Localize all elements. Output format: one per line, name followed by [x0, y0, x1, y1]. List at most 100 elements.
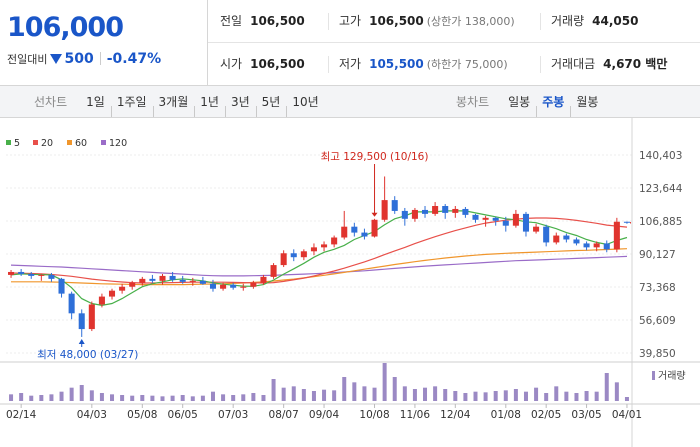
divider — [99, 52, 101, 65]
quote-label: 거래량 — [551, 14, 585, 28]
volume-bars: 거래량 — [9, 363, 686, 401]
candle — [371, 218, 378, 238]
low-annotation: 최저 48,000 (03/27) — [37, 349, 138, 361]
candle-body — [260, 276, 267, 283]
legend-item: 120 — [101, 138, 127, 149]
tab-10y[interactable]: 10년 — [286, 95, 324, 109]
candle — [543, 224, 550, 247]
candle-body — [321, 244, 328, 248]
line-chart-title: 선차트 — [34, 95, 68, 109]
change-label: 전일대비 — [7, 53, 48, 66]
candle-body — [129, 282, 136, 287]
quote-panel: 106,000 전일대비 500 -0.47% 전일 106,500 고가 106,50… — [0, 0, 700, 86]
stock-chart[interactable]: 거래량 140,403 123,644 106,885 90,127 73,368 56,… — [0, 118, 700, 447]
candle-body — [492, 217, 499, 221]
legend-item: 20 — [33, 138, 53, 149]
quote-sub: (상한가 138,000) — [426, 15, 515, 28]
volume-bar — [241, 394, 246, 401]
y-tick-label: 73,368 — [639, 282, 676, 294]
candle — [300, 249, 307, 261]
volume-bar — [624, 397, 629, 401]
candle — [432, 202, 439, 216]
volume-bar — [110, 394, 115, 401]
x-axis: 02/14 04/03 05/08 06/05 07/03 08/07 09/04 10/08… — [6, 404, 642, 421]
candle — [240, 283, 247, 291]
legend-label: 120 — [109, 138, 127, 149]
candle — [230, 282, 237, 290]
legend-item: 5 — [6, 138, 20, 149]
x-tick-label: 04/01 — [612, 409, 642, 421]
y-tick-label: 140,403 — [639, 150, 682, 162]
quote-label: 고가 — [339, 14, 362, 28]
candle — [563, 233, 570, 243]
candle — [149, 274, 156, 283]
volume-bar — [281, 387, 286, 401]
y-tick-label: 56,609 — [639, 315, 676, 327]
candle — [270, 263, 277, 279]
volume-bar — [301, 389, 306, 401]
candle-body — [613, 221, 620, 250]
volume-bar — [332, 390, 337, 401]
quote-label: 거래대금 — [551, 57, 596, 71]
x-tick-label: 02/05 — [531, 409, 561, 421]
tab-weekly[interactable]: 주봉 — [536, 95, 570, 109]
tab-daily[interactable]: 일봉 — [508, 95, 531, 109]
tab-1d[interactable]: 1일 — [86, 95, 105, 109]
candle — [159, 273, 166, 285]
high-arrow-head-icon — [371, 212, 378, 217]
y-tick-label: 123,644 — [639, 183, 683, 195]
tab-1y[interactable]: 1년 — [194, 95, 225, 109]
volume-bar — [170, 395, 175, 401]
quote-value: 44,050 — [592, 14, 639, 28]
candle — [502, 216, 509, 232]
chart-grid — [0, 118, 700, 447]
legend-label: 5 — [14, 138, 20, 149]
tab-3m[interactable]: 3개월 — [153, 95, 195, 109]
volume-bar — [261, 395, 266, 401]
candle — [603, 240, 610, 253]
x-tick-label: 01/08 — [491, 409, 521, 421]
volume-bar — [493, 391, 498, 401]
tab-5y[interactable]: 5년 — [256, 95, 287, 109]
candle-body — [381, 200, 388, 220]
candle — [78, 309, 85, 337]
x-tick-label: 05/08 — [127, 409, 157, 421]
candle-body — [421, 209, 429, 214]
candle — [68, 291, 75, 320]
volume-bar — [362, 386, 367, 401]
y-tick-label: 90,127 — [639, 249, 676, 261]
quote-value: 106,500 — [250, 57, 305, 71]
candle-body — [270, 265, 277, 277]
candle — [381, 176, 388, 222]
candle-body — [169, 275, 176, 280]
candle-body — [48, 274, 55, 279]
candle — [341, 210, 348, 240]
volume-bar — [352, 382, 357, 401]
candle-body — [543, 226, 550, 243]
candle — [28, 271, 35, 279]
candle-body — [18, 271, 25, 274]
quote-low: 저가 105,500 (하한가 75,000) — [328, 56, 508, 73]
volume-bar — [120, 395, 125, 401]
candle-body — [452, 208, 459, 213]
candle-body — [38, 274, 45, 276]
candle — [462, 206, 469, 218]
tab-3y[interactable]: 3년 — [225, 95, 256, 109]
volume-bar — [130, 395, 135, 401]
candle-body — [351, 226, 358, 233]
candle-body — [563, 235, 570, 240]
x-tick-label: 09/04 — [309, 409, 340, 421]
candle — [512, 209, 519, 228]
candle — [522, 211, 530, 237]
tab-1w[interactable]: 1주일 — [111, 95, 153, 109]
quote-label: 시가 — [220, 57, 243, 71]
volume-bar — [372, 387, 377, 401]
tab-monthly[interactable]: 월봉 — [570, 95, 604, 109]
candle — [331, 235, 338, 248]
legend-swatch — [33, 140, 38, 145]
volume-bar — [402, 386, 407, 401]
high-annotation: 최고 129,500 (10/16) — [321, 151, 429, 163]
candle-body — [533, 226, 540, 232]
volume-label: 거래량 — [658, 370, 686, 382]
volume-bar — [342, 377, 347, 401]
